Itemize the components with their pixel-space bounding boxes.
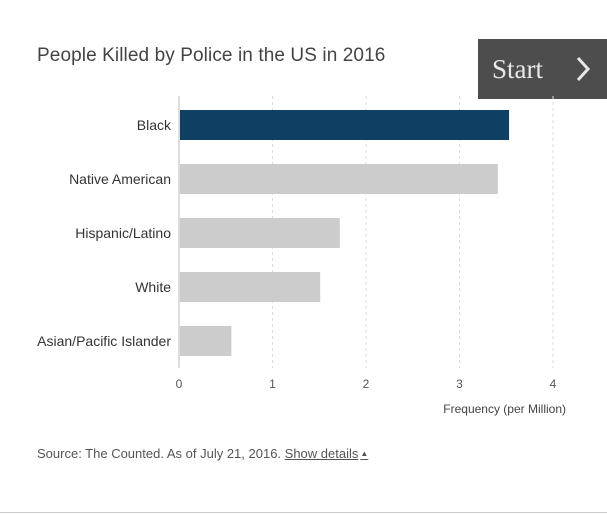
divider [0, 512, 607, 513]
x-tick-label: 4 [550, 377, 557, 391]
bar [180, 218, 340, 248]
chevron-right-icon [575, 56, 591, 87]
chart-title: People Killed by Police in the US in 201… [37, 45, 386, 66]
x-tick-label: 1 [269, 377, 276, 391]
category-label: Asian/Pacific Islander [37, 333, 171, 349]
x-tick-label: 3 [456, 377, 463, 391]
start-button[interactable]: Start [478, 39, 607, 99]
caret-up-icon: ▲ [360, 449, 369, 458]
bar [180, 110, 510, 140]
bar [180, 164, 498, 194]
source-note: Source: The Counted. As of July 21, 2016… [37, 446, 368, 461]
x-tick-label: 0 [176, 377, 183, 391]
bar [180, 326, 232, 356]
category-label: Native American [69, 171, 171, 187]
show-details-label: Show details [284, 446, 359, 461]
x-tick-label: 2 [363, 377, 370, 391]
category-label: White [135, 279, 171, 295]
bar [180, 272, 321, 302]
x-axis-title: Frequency (per Million) [443, 402, 566, 416]
start-button-label: Start [492, 53, 543, 84]
category-label: Black [137, 117, 172, 133]
category-label: Hispanic/Latino [75, 225, 171, 241]
bar-chart: 0 1 2 3 4 Black Native American Hispanic/Latino… [37, 96, 566, 416]
source-text: Source: The Counted. As of July 21, 2016… [37, 446, 282, 461]
show-details-link[interactable]: Show details ▲ [285, 446, 369, 461]
